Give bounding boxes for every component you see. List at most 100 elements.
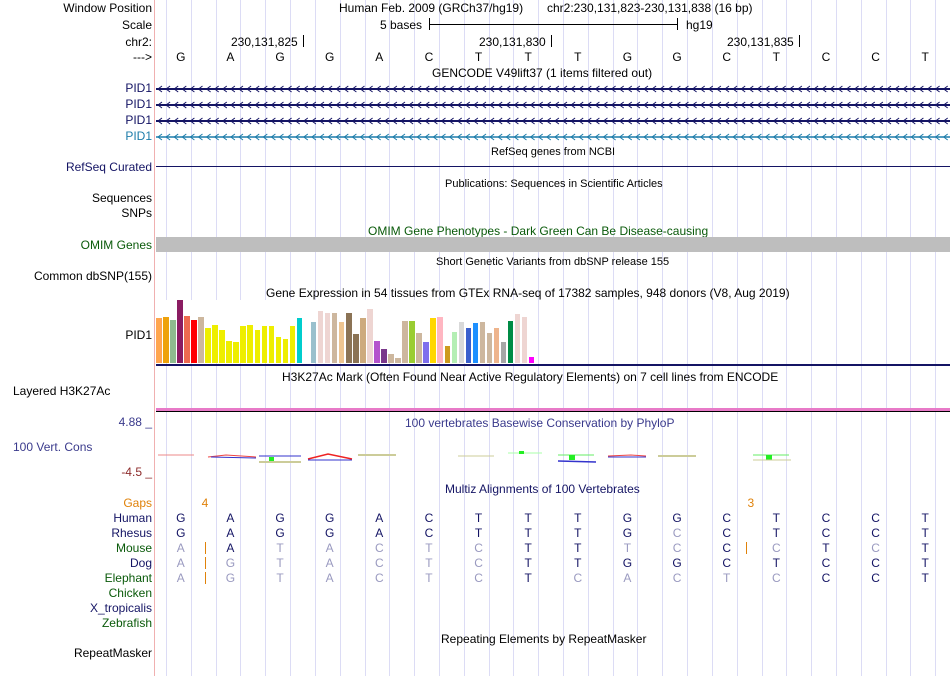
h3k27ac-title[interactable]: H3K27Ac Mark (Often Found Near Active Re… [282,370,779,384]
insertion-marker[interactable] [745,542,747,554]
gtex-tissue-bar[interactable] [346,313,352,363]
gtex-tissue-bar[interactable] [444,345,451,363]
species-label[interactable]: Human [113,511,152,525]
gtex-tissue-bar[interactable] [233,342,239,363]
gtex-tissue-bar[interactable] [212,324,218,363]
omim-label[interactable]: OMIM Genes [80,238,152,252]
gtex-tissue-bar[interactable] [338,322,345,363]
gtex-title[interactable]: Gene Expression in 54 tissues from GTEx … [266,286,790,300]
gtex-tissue-bar[interactable] [465,327,472,363]
gtex-tissue-bar[interactable] [191,320,197,363]
phylop-title[interactable]: 100 vertebrates Basewise Conservation by… [405,416,675,430]
gaps-label[interactable]: Gaps [123,496,152,510]
insertion-marker[interactable] [204,557,206,569]
gtex-tissue-bar[interactable] [184,315,190,363]
refseq-title[interactable]: RefSeq genes from NCBI [491,146,616,158]
dbsnp-title[interactable]: Short Genetic Variants from dbSNP releas… [436,256,670,268]
gtex-tissue-bar[interactable] [493,327,500,363]
gtex-tissue-bar[interactable] [388,353,394,363]
gtex-tissue-bar[interactable] [479,322,486,363]
gtex-tissue-bar[interactable] [275,336,282,363]
publications-label-sequences[interactable]: Sequences [91,191,152,205]
gtex-tissue-bar[interactable] [163,317,169,363]
gtex-tissue-bar[interactable] [367,309,373,363]
gencode-item-label[interactable]: PID1 [125,81,152,95]
refseq-label[interactable]: RefSeq Curated [65,160,152,174]
h3k27ac-label[interactable]: Layered H3K27Ac [13,384,111,398]
gtex-tissue-bar[interactable] [226,340,232,363]
gtex-tissue-bar[interactable] [205,327,211,363]
gencode-title[interactable]: GENCODE V49lift37 (1 items filtered out) [432,66,653,80]
gtex-tissue-bar[interactable] [261,326,268,363]
gtex-tissue-bar[interactable] [528,356,535,363]
gtex-tissue-bar[interactable] [170,320,176,363]
gtex-tissue-bar[interactable] [472,323,479,363]
species-label[interactable]: Elephant [104,571,152,585]
gtex-tissue-bar[interactable] [247,324,253,363]
gtex-tissue-bar[interactable] [430,318,436,363]
gtex-tissue-bar[interactable] [423,342,429,363]
gtex-tissue-bar[interactable] [360,318,366,363]
gtex-tissue-bar[interactable] [451,331,458,363]
species-label[interactable]: Dog [129,556,152,570]
gtex-tissue-bar[interactable] [416,332,422,363]
insertion-marker[interactable] [204,572,206,584]
gencode-transcript-line[interactable] [156,84,950,94]
gtex-tissue-bar[interactable] [402,320,408,363]
strand-label[interactable]: ---> [133,50,152,64]
species-label[interactable]: Zebrafish [101,616,152,630]
gencode-item-label[interactable]: PID1 [125,113,152,127]
gtex-tissue-bar[interactable] [437,317,443,363]
gtex-tissue-bar[interactable] [395,357,401,363]
gtex-tissue-bar[interactable] [374,340,380,363]
publications-title[interactable]: Publications: Sequences in Scientific Ar… [445,178,663,190]
gtex-tissue-bar[interactable] [156,318,162,363]
species-label[interactable]: Chicken [108,586,152,600]
h3k27ac-signal[interactable] [156,408,950,411]
gtex-tissue-bar[interactable] [240,326,246,363]
gtex-tissue-bar[interactable] [324,313,331,363]
gtex-tissue-bar[interactable] [198,317,204,363]
gtex-tissue-bar[interactable] [282,339,289,363]
multiz-title[interactable]: Multiz Alignments of 100 Vertebrates [445,482,640,496]
gtex-tissue-bar[interactable] [381,349,387,363]
gtex-tissue-bar[interactable] [507,320,514,363]
gtex-tissue-bar[interactable] [409,320,415,363]
gtex-tissue-bar[interactable] [296,318,303,363]
gtex-tissue-bar[interactable] [317,310,324,363]
gtex-bar-chart[interactable] [156,300,536,363]
publications-label-snps[interactable]: SNPs [121,206,152,220]
gencode-transcript-line[interactable] [156,132,950,142]
gencode-transcript-line[interactable] [156,116,950,126]
gencode-item-label[interactable]: PID1 [125,129,152,143]
refseq-gene-line[interactable] [156,166,950,167]
species-label[interactable]: Mouse [115,541,152,555]
gtex-tissue-bar[interactable] [310,322,317,363]
gtex-tissue-bar[interactable] [331,313,338,363]
gtex-tissue-bar[interactable] [458,322,465,363]
omim-title[interactable]: OMIM Gene Phenotypes - Dark Green Can Be… [368,224,709,238]
phylop-label[interactable]: 100 Vert. Cons [13,440,93,454]
gencode-transcript-line[interactable] [156,100,950,110]
dbsnp-label[interactable]: Common dbSNP(155) [33,269,152,283]
insertion-marker[interactable] [204,542,206,554]
gtex-tissue-bar[interactable] [521,317,528,363]
gtex-tissue-bar[interactable] [177,300,183,363]
gtex-tissue-bar[interactable] [353,334,359,363]
gencode-item-label[interactable]: PID1 [125,97,152,111]
gtex-tissue-bar[interactable] [219,330,225,363]
gtex-tissue-bar[interactable] [486,332,493,363]
gap-count[interactable]: 4 [201,496,209,510]
phylop-signal[interactable] [156,445,950,470]
repeatmasker-title[interactable]: Repeating Elements by RepeatMasker [441,632,647,646]
gap-count[interactable]: 3 [747,496,755,510]
gtex-tissue-bar[interactable] [289,326,296,363]
gtex-tissue-bar[interactable] [500,342,507,363]
gtex-tissue-bar[interactable] [254,330,261,363]
gtex-label[interactable]: PID1 [125,328,152,342]
gtex-tissue-bar[interactable] [268,326,275,363]
label-divider[interactable] [154,0,155,676]
omim-gene-bar[interactable] [156,237,950,252]
species-label[interactable]: X_tropicalis [89,601,152,615]
